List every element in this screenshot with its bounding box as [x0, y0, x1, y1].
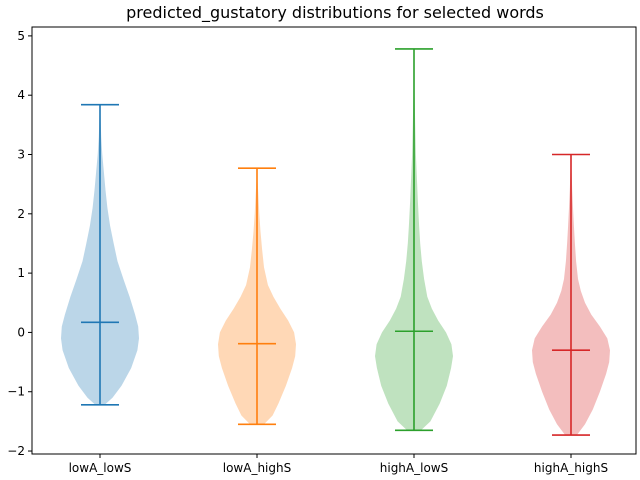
- y-axis: −2 −1 0 1 2 3 4 5: [7, 29, 32, 458]
- y-tick-label: −2: [7, 444, 25, 458]
- plot-area: [31, 26, 637, 455]
- x-axis: lowA_lowS lowA_highS highA_lowS highA_highS: [69, 454, 608, 475]
- x-tick-label: highA_highS: [534, 461, 608, 475]
- y-tick-label: 0: [17, 325, 25, 339]
- x-tick-label: lowA_lowS: [69, 461, 132, 475]
- x-tick-label: lowA_highS: [223, 461, 291, 475]
- x-tick-label: highA_lowS: [380, 461, 448, 475]
- y-tick-label: 1: [17, 266, 25, 280]
- y-tick-label: 4: [17, 88, 25, 102]
- y-tick-label: 2: [17, 207, 25, 221]
- y-tick-label: 5: [17, 29, 25, 43]
- chart-title: predicted_gustatory distributions for se…: [126, 3, 544, 23]
- y-tick-label: 3: [17, 148, 25, 162]
- axes-frame: [31, 26, 637, 455]
- y-tick-label: −1: [7, 385, 25, 399]
